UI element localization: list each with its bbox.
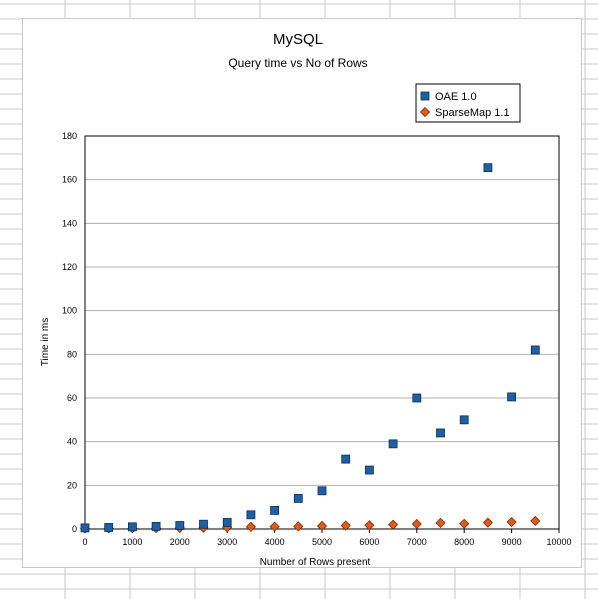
sparsemap-point bbox=[412, 519, 421, 528]
sparsemap-point bbox=[270, 522, 279, 531]
sparsemap-point bbox=[389, 520, 398, 529]
sparsemap-point bbox=[483, 518, 492, 527]
oae-point bbox=[176, 522, 184, 530]
gridlines bbox=[85, 136, 559, 529]
y-tick-label: 40 bbox=[67, 437, 77, 447]
oae-point bbox=[508, 393, 516, 401]
legend-marker bbox=[421, 92, 429, 100]
oae-point bbox=[389, 440, 397, 448]
sparsemap-point bbox=[365, 521, 374, 530]
y-axis: 0 20 40 60 80 100 120 140 160 180 bbox=[62, 131, 77, 534]
oae-point bbox=[531, 346, 539, 354]
x-tick-label: 1000 bbox=[122, 537, 142, 547]
legend-label: OAE 1.0 bbox=[435, 91, 477, 103]
sparsemap-point bbox=[436, 518, 445, 527]
oae-point bbox=[152, 522, 160, 530]
y-tick-label: 20 bbox=[67, 480, 77, 490]
data-points bbox=[81, 164, 540, 533]
x-tick-label: 9000 bbox=[502, 537, 522, 547]
y-tick-label: 140 bbox=[62, 218, 77, 228]
oae-point bbox=[247, 511, 255, 519]
y-tick-label: 100 bbox=[62, 306, 77, 316]
x-tick-label: 4000 bbox=[265, 537, 285, 547]
oae-point bbox=[318, 487, 326, 495]
y-axis-label: Time in ms bbox=[40, 318, 51, 367]
chart-subtitle: Query time vs No of Rows bbox=[228, 56, 367, 70]
oae-point bbox=[81, 524, 89, 532]
y-tick-label: 180 bbox=[62, 131, 77, 141]
oae-point bbox=[294, 494, 302, 502]
plot-frame bbox=[85, 136, 559, 529]
y-tick-label: 120 bbox=[62, 262, 77, 272]
oae-point bbox=[271, 506, 279, 514]
y-tick-label: 160 bbox=[62, 175, 77, 185]
x-tick-label: 6000 bbox=[359, 537, 379, 547]
oae-point bbox=[342, 455, 350, 463]
x-tick-label: 3000 bbox=[217, 537, 237, 547]
oae-point bbox=[437, 429, 445, 437]
x-tick-label: 10000 bbox=[546, 537, 571, 547]
x-tick-label: 2000 bbox=[170, 537, 190, 547]
sparsemap-point bbox=[507, 518, 516, 527]
chart-area[interactable]: MySQL Query time vs No of Rows 0 20 40 60 80… bbox=[22, 18, 582, 568]
oae-point bbox=[460, 416, 468, 424]
scatter-chart: MySQL Query time vs No of Rows 0 20 40 60 80… bbox=[23, 19, 581, 567]
oae-point bbox=[105, 523, 113, 531]
legend: OAE 1.0 SparseMap 1.1 bbox=[416, 84, 520, 122]
oae-point bbox=[365, 466, 373, 474]
y-tick-label: 80 bbox=[67, 349, 77, 359]
oae-point bbox=[128, 523, 136, 531]
oae-point bbox=[223, 518, 231, 526]
sparsemap-point bbox=[294, 522, 303, 531]
x-tick-label: 5000 bbox=[312, 537, 332, 547]
oae-point bbox=[200, 520, 208, 528]
sparsemap-point bbox=[460, 519, 469, 528]
x-tick-label: 8000 bbox=[454, 537, 474, 547]
legend-label: SparseMap 1.1 bbox=[435, 107, 510, 119]
chart-title: MySQL bbox=[273, 31, 323, 48]
sparsemap-point bbox=[246, 522, 255, 531]
oae-point bbox=[413, 394, 421, 402]
y-tick-label: 0 bbox=[72, 524, 77, 534]
sparsemap-point bbox=[531, 516, 540, 525]
x-tick-label: 0 bbox=[82, 537, 87, 547]
y-tick-label: 60 bbox=[67, 393, 77, 403]
x-tick-label: 7000 bbox=[407, 537, 427, 547]
oae-point bbox=[484, 164, 492, 172]
x-axis-label: Number of Rows present bbox=[260, 557, 371, 567]
